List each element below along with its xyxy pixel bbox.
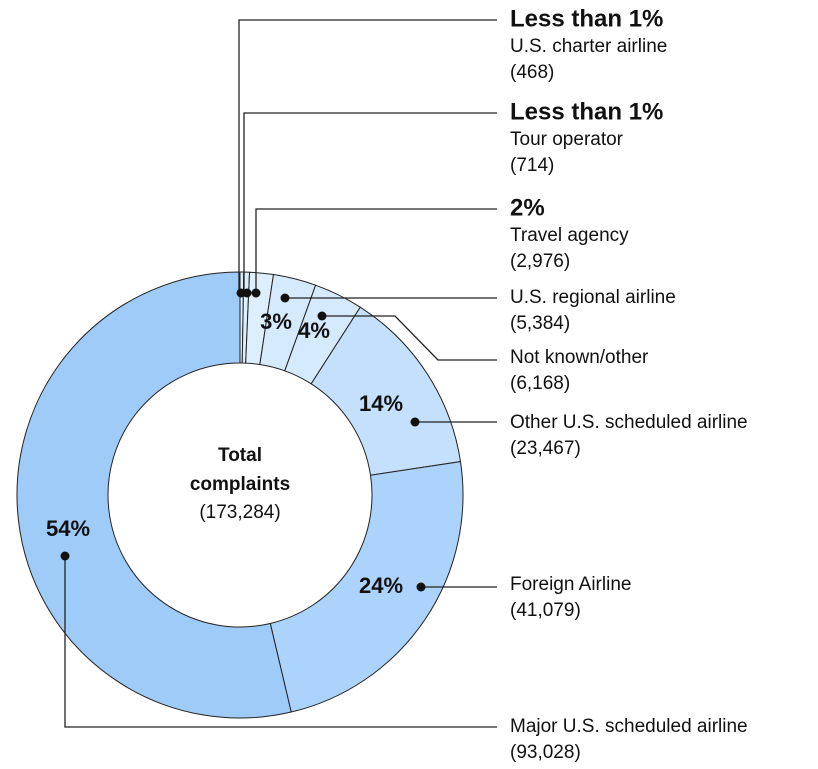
value-label: (2,976)	[510, 251, 570, 272]
value-label: (468)	[510, 62, 554, 83]
category-label: U.S. charter airline	[510, 36, 667, 57]
percent-label: 24%	[359, 573, 403, 598]
center-value: (173,284)	[199, 502, 280, 523]
center-title: complaints	[190, 474, 290, 495]
leader-dot	[242, 288, 252, 298]
category-label: Travel agency	[510, 225, 629, 246]
value-label: (41,079)	[510, 600, 581, 621]
leader-line	[255, 208, 497, 293]
leader-line	[322, 315, 497, 361]
category-label: U.S. regional airline	[510, 287, 676, 308]
leader-dot	[410, 417, 420, 427]
percent-label: Less than 1%	[510, 5, 663, 32]
value-label: (5,384)	[510, 313, 570, 334]
leader-dot	[60, 551, 70, 561]
percent-label: 14%	[359, 391, 403, 416]
percent-label: Less than 1%	[510, 98, 663, 125]
leader-dot	[280, 293, 290, 303]
percent-label: 3%	[260, 309, 292, 334]
leader-dot	[416, 582, 426, 592]
category-label: Major U.S. scheduled airline	[510, 716, 748, 737]
center-title: Total	[218, 445, 262, 466]
category-label: Foreign Airline	[510, 574, 631, 595]
leader-line	[64, 556, 497, 728]
category-label: Not known/other	[510, 347, 649, 368]
leader-dot	[317, 311, 327, 321]
value-label: (6,168)	[510, 373, 570, 394]
leader-line	[243, 112, 497, 294]
slice	[16, 271, 292, 719]
value-label: (714)	[510, 155, 554, 176]
percent-label: 4%	[298, 318, 330, 343]
percent-label: 2%	[510, 194, 545, 221]
value-label: (23,467)	[510, 438, 581, 459]
leader-dot	[251, 288, 261, 298]
category-label: Tour operator	[510, 129, 624, 150]
slice	[269, 461, 464, 713]
value-label: (93,028)	[510, 742, 581, 763]
category-label: Other U.S. scheduled airline	[510, 412, 748, 433]
percent-label: 54%	[46, 516, 90, 541]
leader-line	[238, 19, 497, 294]
